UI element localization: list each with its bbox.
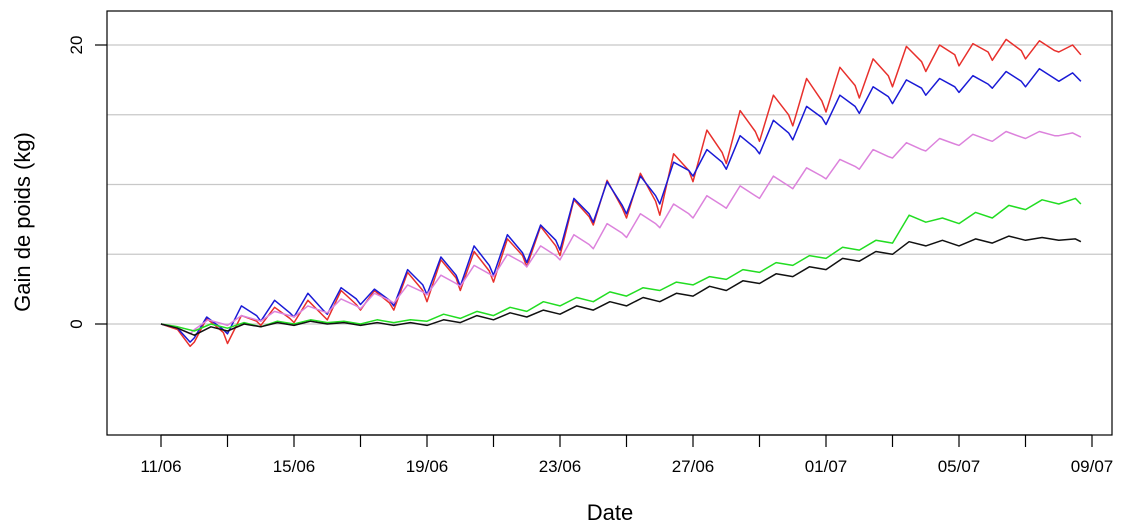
x-tick-label: 19/06 <box>406 457 449 476</box>
x-tick-label: 23/06 <box>539 457 582 476</box>
x-tick-label: 05/07 <box>938 457 981 476</box>
x-tick-label: 09/07 <box>1071 457 1114 476</box>
series-lines <box>160 38 1082 348</box>
series-line-5 <box>160 235 1082 336</box>
series-line-2 <box>160 67 1082 343</box>
series-line-3 <box>160 130 1082 335</box>
y-axis-title: Gain de poids (kg) <box>10 132 35 312</box>
y-axis: 0 20 <box>67 36 107 329</box>
series-line-1 <box>160 38 1082 348</box>
x-tick-label: 27/06 <box>672 457 715 476</box>
x-axis-title: Date <box>587 500 633 525</box>
x-tick-label: 15/06 <box>273 457 316 476</box>
y-tick-label: 0 <box>67 319 86 328</box>
x-tick-label: 11/06 <box>140 457 181 476</box>
y-tick-label: 20 <box>67 36 86 55</box>
plot-frame <box>106 10 1113 436</box>
series-line-4 <box>160 197 1082 332</box>
x-tick-label: 01/07 <box>805 457 848 476</box>
x-axis: 11/06 15/06 19/06 23/06 27/06 01/07 05/07 09/07 <box>140 434 1114 476</box>
